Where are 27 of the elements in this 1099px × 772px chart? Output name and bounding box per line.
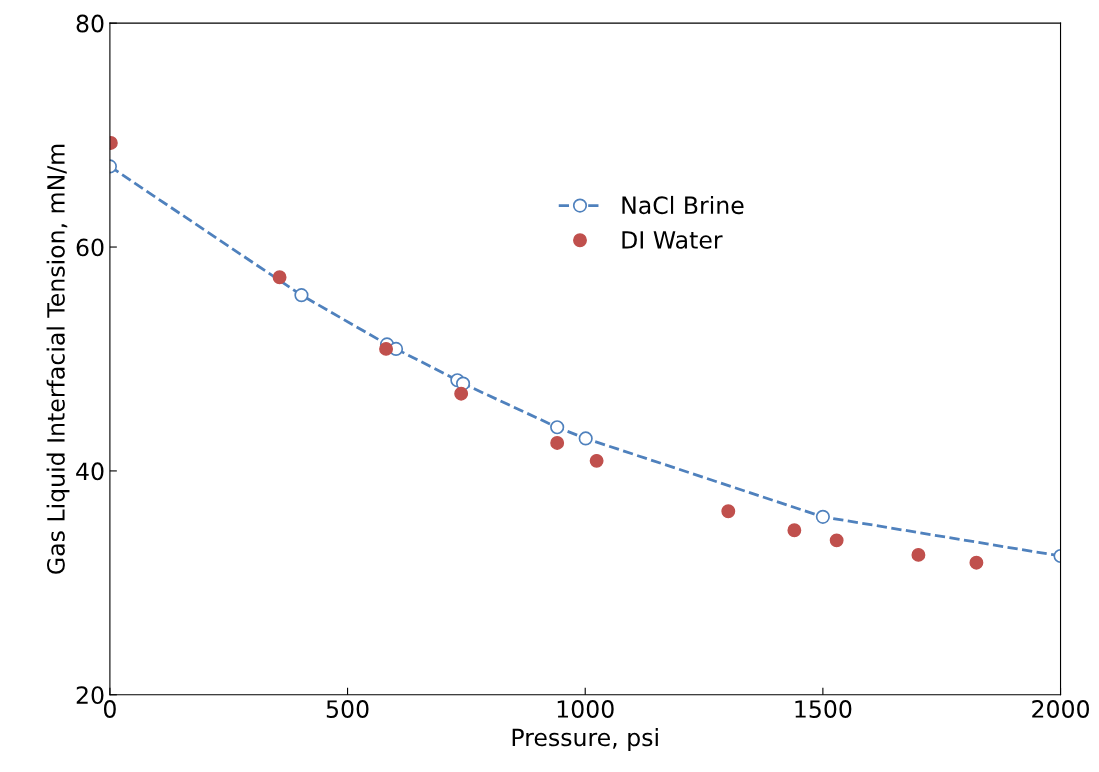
x-tick-label: 2000 [1032, 700, 1090, 718]
point [911, 547, 926, 562]
point [272, 270, 287, 285]
point [721, 504, 736, 519]
point [294, 288, 309, 303]
y-tick-label: 40 [76, 462, 104, 481]
legend-label: NaCl Brine [622, 195, 744, 215]
y-tick-label: 60 [76, 238, 104, 257]
legend-label: DI Water [622, 231, 723, 249]
point [550, 435, 565, 450]
y-axis-title: Gas Liquid Interfacial Tension, mN/m [46, 144, 70, 574]
point [787, 523, 802, 538]
x-tick-label: 500 [326, 700, 369, 718]
point [379, 341, 394, 356]
y-tick-label: 80 [76, 14, 104, 33]
point [589, 453, 604, 468]
x-tick-label: 0 [103, 700, 116, 718]
x-tick-label: 1000 [557, 700, 614, 718]
point [454, 386, 469, 401]
point [815, 509, 830, 524]
x-tick-label: 1500 [795, 700, 852, 718]
point [578, 431, 593, 446]
point [969, 555, 984, 570]
point [829, 533, 844, 548]
y-tick-label: 20 [76, 686, 104, 705]
x-axis-title: Pressure, psi [512, 728, 658, 751]
point [550, 420, 565, 435]
